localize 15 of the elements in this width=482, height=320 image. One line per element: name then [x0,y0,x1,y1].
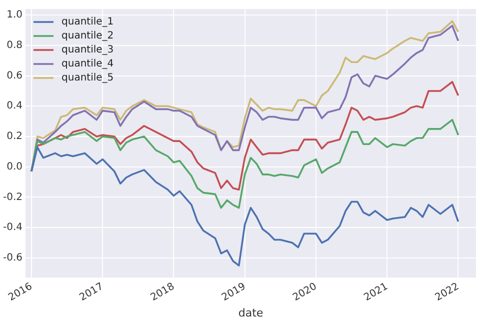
legend-label: quantile_3 [62,44,114,56]
y-tick-label: -0.6 [2,252,23,264]
legend-label: quantile_5 [62,72,114,84]
legend-label: quantile_4 [62,58,114,70]
y-tick-label: 1.0 [6,10,23,21]
y-tick-label: 0.4 [6,100,23,112]
x-axis-title: date [238,306,264,320]
legend-label: quantile_2 [62,30,114,42]
y-tick-label: -0.4 [2,222,23,234]
y-tick-label: 0.2 [6,131,23,142]
y-tick-label: 0.6 [6,70,23,82]
y-tick-label: -0.2 [2,192,23,203]
y-tick-label: 0.0 [6,161,23,172]
y-tick-label: 0.8 [6,40,23,52]
legend-label: quantile_1 [62,16,114,28]
